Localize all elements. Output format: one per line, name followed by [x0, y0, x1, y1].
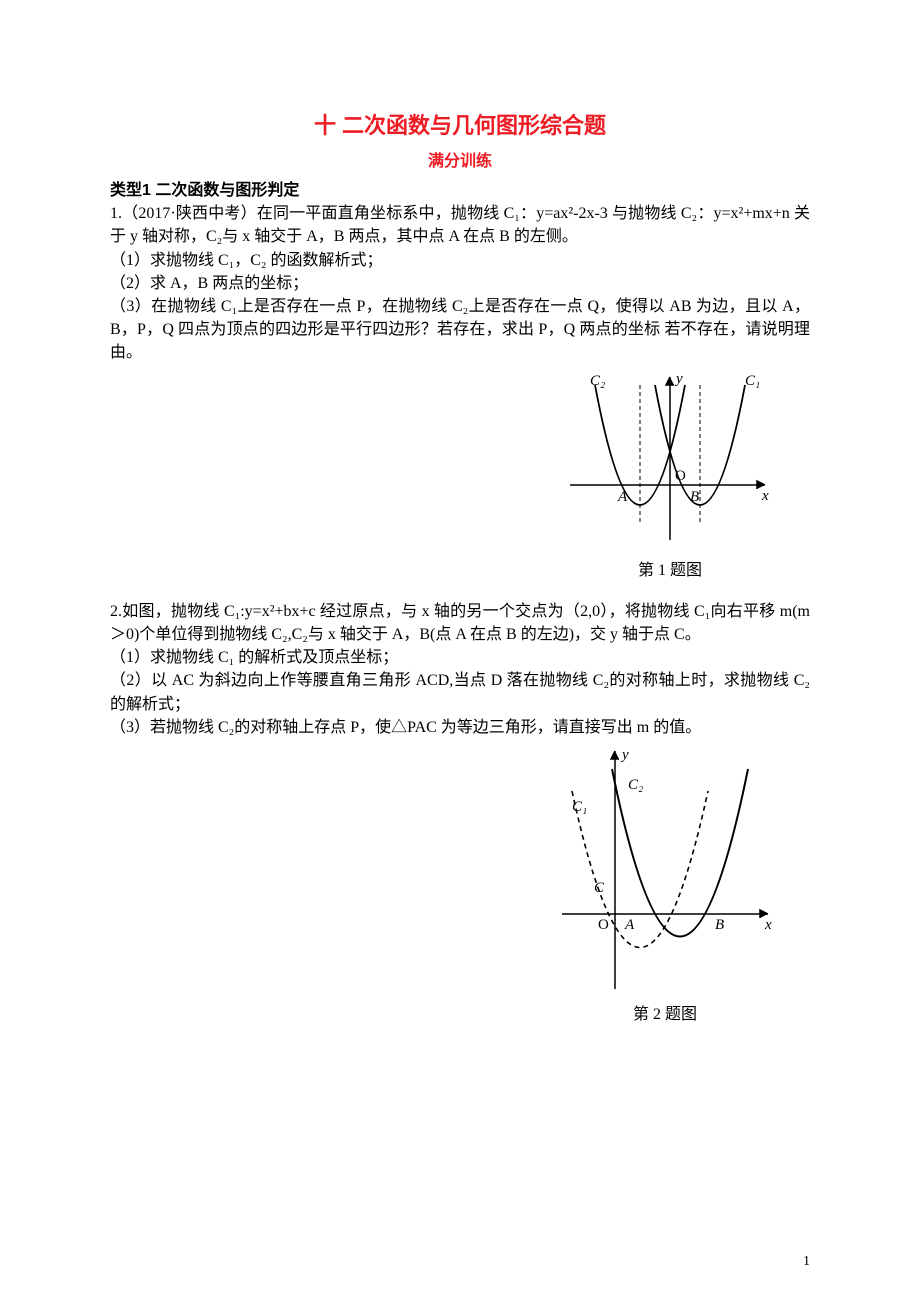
- page-title: 十 二次函数与几何图形综合题: [110, 110, 810, 142]
- fig1-label-b: B: [690, 489, 699, 505]
- page-subtitle: 满分训练: [110, 150, 810, 173]
- q1-part-3: （3）在抛物线 C₁上是否存在一点 P，在抛物线 C₂上是否存在一点 Q，使得以…: [110, 295, 810, 365]
- fig2-label-c: C: [594, 880, 605, 896]
- fig2-label-c2: C₂: [628, 777, 643, 793]
- type-heading: 类型1 二次函数与图形判定: [110, 179, 810, 202]
- q1-part-1: （1）求抛物线 C₁，C₂ 的函数解析式；: [110, 249, 810, 272]
- q2-stem: 2.如图，抛物线 C₁:y=x²+bx+c 经过原点，与 x 轴的另一个交点为（…: [110, 600, 810, 646]
- fig1-label-o: O: [675, 468, 686, 484]
- figure-2-block: C₁ C₂ y x C O A B 第 2 题图: [110, 739, 810, 1026]
- fig2-label-y: y: [620, 747, 629, 763]
- q2-part-1: （1）求抛物线 C₁ 的解析式及顶点坐标；: [110, 646, 810, 669]
- page-number: 1: [803, 1252, 810, 1272]
- fig1-label-c1: C₁: [745, 373, 760, 389]
- figure-1-svg: C₂ C₁ y x A B O: [560, 365, 780, 555]
- fig2-label-o: O: [598, 917, 609, 933]
- q1-part-2: （2）求 A，B 两点的坐标；: [110, 272, 810, 295]
- fig1-label-a: A: [617, 489, 628, 505]
- fig1-label-y: y: [674, 371, 683, 387]
- fig1-label-x: x: [761, 488, 769, 504]
- q2-part-3: （3）若抛物线 C₂的对称轴上存点 P，使△PAC 为等边三角形，请直接写出 m…: [110, 716, 810, 739]
- fig2-label-x: x: [764, 917, 772, 933]
- figure-2-svg: C₁ C₂ y x C O A B: [550, 739, 780, 999]
- figure-2-caption: 第 2 题图: [550, 1003, 780, 1026]
- q1-stem: 1.（2017·陕西中考）在同一平面直角坐标系中，抛物线 C₁：y=ax²-2x…: [110, 202, 810, 248]
- q2-part-2: （2）以 AC 为斜边向上作等腰直角三角形 ACD,当点 D 落在抛物线 C₂的…: [110, 669, 810, 715]
- spacer: [110, 582, 810, 600]
- fig2-label-c1: C₁: [572, 799, 587, 815]
- figure-1-block: C₂ C₁ y x A B O 第 1 题图: [110, 365, 810, 582]
- fig1-label-c2: C₂: [590, 373, 605, 389]
- fig2-label-a: A: [624, 917, 635, 933]
- fig2-label-b: B: [715, 917, 724, 933]
- figure-1-caption: 第 1 题图: [560, 559, 780, 582]
